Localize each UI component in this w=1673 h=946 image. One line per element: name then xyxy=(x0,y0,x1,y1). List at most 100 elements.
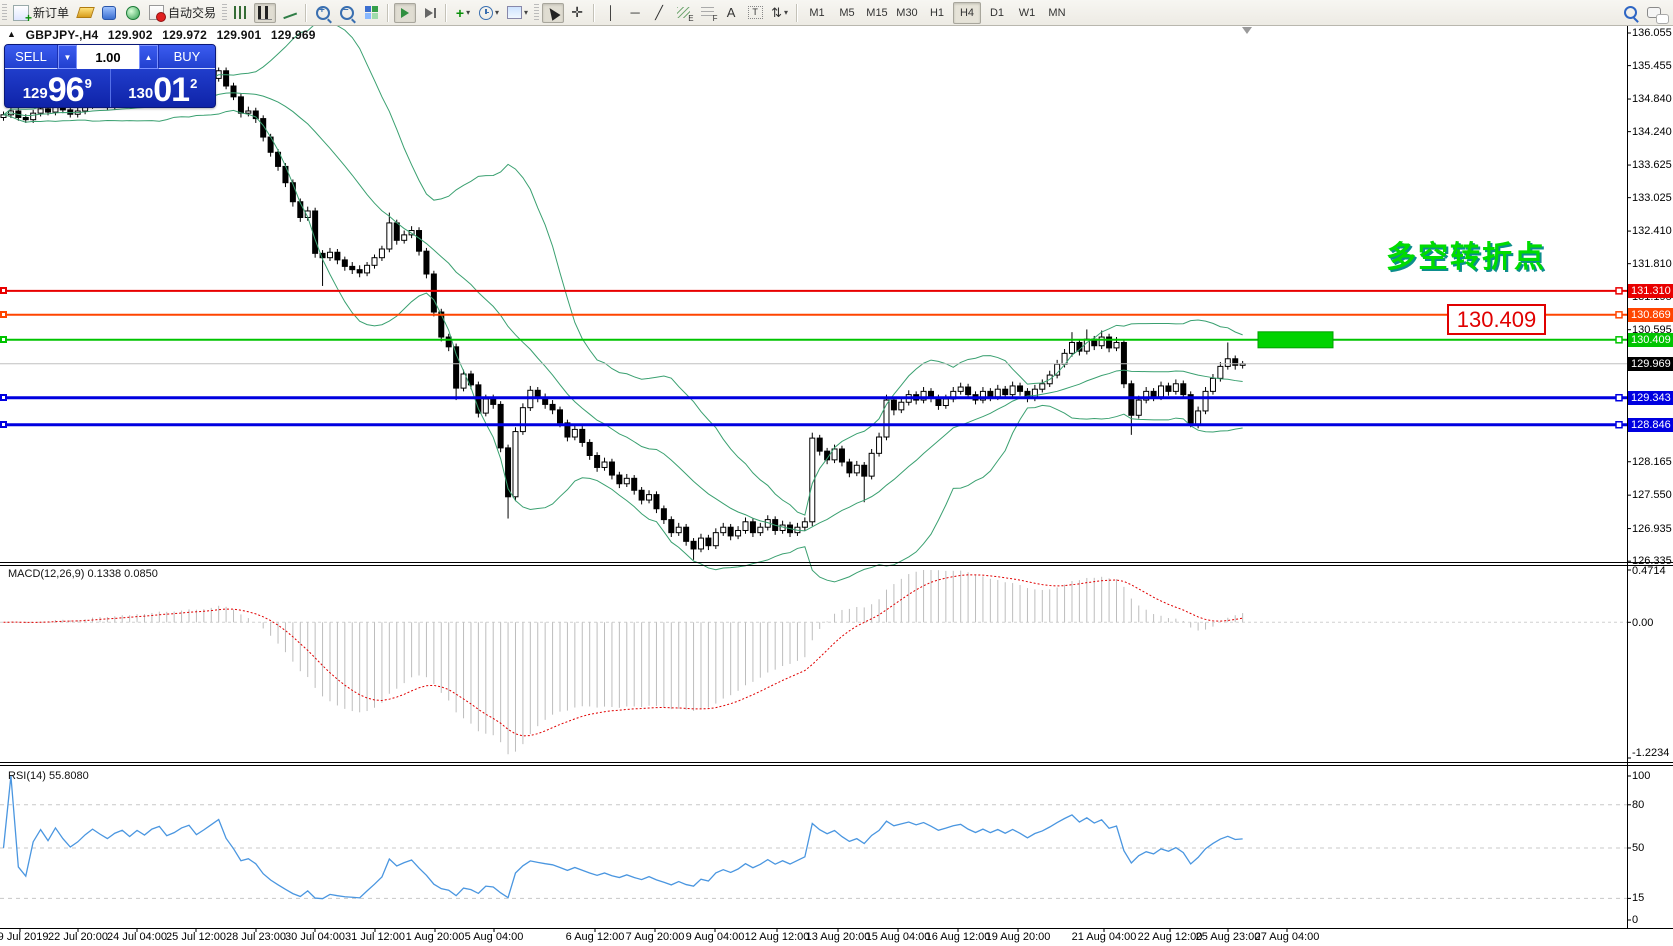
line-drag-handle[interactable] xyxy=(0,310,7,318)
chart-text-annotation[interactable]: 多空转折点 xyxy=(1386,241,1546,274)
symbol-info-line: ▲ GBPJPY-,H4 129.902 129.972 129.901 129… xyxy=(7,28,322,42)
text-button[interactable]: A xyxy=(720,3,742,23)
time-axis-label: 19 Aug 20:00 xyxy=(985,931,1051,943)
candle-body xyxy=(416,230,423,252)
chart-shift-marker-icon[interactable] xyxy=(1242,27,1252,34)
candle-body xyxy=(30,112,37,121)
cursor-icon xyxy=(545,4,561,21)
tile-windows-button[interactable] xyxy=(360,3,382,23)
timeframe-M1[interactable]: M1 xyxy=(809,6,825,19)
candle-body xyxy=(1165,385,1172,392)
trendline-button[interactable]: ╱ xyxy=(648,3,670,23)
candle-body xyxy=(230,85,237,98)
candle-body xyxy=(512,431,519,498)
candle-body xyxy=(1195,410,1202,425)
price-axis-label: 128.165 xyxy=(1632,455,1672,468)
candle-body xyxy=(697,537,704,550)
channel-button[interactable] xyxy=(672,3,694,23)
timeframe-W1[interactable]: W1 xyxy=(1018,6,1036,19)
candle-body xyxy=(1217,365,1224,379)
search-button[interactable] xyxy=(1619,3,1641,23)
candle-body xyxy=(957,386,964,392)
price-axis-label: 131.810 xyxy=(1632,257,1672,270)
candle-body xyxy=(460,373,467,389)
timeframe-H1[interactable]: H1 xyxy=(929,6,945,19)
timeframe-M30[interactable]: M30 xyxy=(896,6,918,19)
sell-price[interactable]: 129 96 9 xyxy=(5,69,111,107)
periods-button[interactable]: ▾ xyxy=(476,3,502,23)
candle-body xyxy=(326,251,333,259)
line-chart-icon xyxy=(280,5,298,20)
candle-body xyxy=(505,447,512,498)
line-drag-handle[interactable] xyxy=(0,335,7,343)
candle-body xyxy=(297,201,304,218)
time-axis-label: 1 Aug 20:00 xyxy=(405,931,465,943)
cursor-button[interactable] xyxy=(542,2,565,23)
time-axis-label: 9 Aug 04:00 xyxy=(685,931,745,943)
timeframe-M15[interactable]: M15 xyxy=(866,6,888,19)
arrows-button[interactable]: ⇅ ▾ xyxy=(768,3,791,23)
vertical-line-button[interactable]: │ xyxy=(600,3,622,23)
buy-price[interactable]: 130 01 2 xyxy=(111,69,216,107)
chat-button[interactable] xyxy=(1643,3,1669,24)
candle-body xyxy=(727,526,734,537)
auto-scroll-button[interactable] xyxy=(394,2,417,23)
candle-body xyxy=(705,537,712,547)
candle-body xyxy=(987,390,994,398)
candle-body xyxy=(898,401,905,411)
timeframe-D1[interactable]: D1 xyxy=(989,6,1005,19)
candle-body xyxy=(252,110,259,120)
candle-body xyxy=(757,526,764,534)
candle-body xyxy=(1209,377,1216,392)
signals-button[interactable] xyxy=(122,3,144,23)
timeframe-M5[interactable]: M5 xyxy=(839,6,855,19)
current-price-badge: 129.969 xyxy=(1628,356,1673,371)
candle-body xyxy=(1224,358,1231,367)
candle-body xyxy=(334,251,341,261)
toolbar-grip[interactable] xyxy=(2,3,7,22)
volume-increase-button[interactable]: ▲ xyxy=(139,45,158,69)
candle-body xyxy=(809,437,816,523)
templates-button[interactable]: ▾ xyxy=(504,3,531,23)
text-label-button[interactable]: T xyxy=(744,3,766,23)
chart-shift-button[interactable] xyxy=(418,3,440,23)
zoom-out-button[interactable] xyxy=(336,3,358,23)
horizontal-line-button[interactable]: ─ xyxy=(624,3,646,23)
new-order-button[interactable]: 新订单 xyxy=(10,3,72,25)
line-drag-handle[interactable] xyxy=(0,286,7,294)
candlestick-button[interactable] xyxy=(254,2,277,23)
buy-button[interactable]: BUY xyxy=(158,45,215,69)
volume-input[interactable]: 1.00 xyxy=(77,45,139,69)
line-end-handle xyxy=(1615,420,1623,429)
autotrading-button[interactable]: 自动交易 xyxy=(146,3,219,23)
volume-decrease-button[interactable]: ▼ xyxy=(58,45,77,69)
new-order-label: 新订单 xyxy=(33,6,70,20)
rsi-axis-label: 80 xyxy=(1632,798,1645,811)
time-axis-label: 7 Aug 20:00 xyxy=(625,931,685,943)
sell-button[interactable]: SELL xyxy=(5,45,58,69)
zoom-in-button[interactable] xyxy=(312,3,334,23)
trendline-icon: ╱ xyxy=(655,4,663,20)
symbol-name: GBPJPY-,H4 xyxy=(25,28,99,42)
market-button[interactable] xyxy=(74,3,96,23)
line-drag-handle[interactable] xyxy=(0,420,7,428)
candle-body xyxy=(801,521,808,528)
candle-body xyxy=(838,448,845,463)
timeframe-MN[interactable]: MN xyxy=(1048,6,1066,19)
bar-chart-button[interactable] xyxy=(230,3,252,23)
fibonacci-button[interactable] xyxy=(696,3,718,23)
candle-body xyxy=(1180,383,1187,396)
candle-body xyxy=(490,398,497,405)
crosshair-button[interactable]: ✛ xyxy=(566,3,588,23)
price-level-flag[interactable]: 130.409 xyxy=(1447,304,1546,335)
search-icon xyxy=(1623,6,1637,19)
candle-body xyxy=(638,489,645,501)
timeframe-H4[interactable]: H4 xyxy=(952,1,981,24)
candle-body xyxy=(646,494,653,501)
indicators-button[interactable]: + ▾ xyxy=(452,3,474,23)
candle-body xyxy=(1143,390,1150,401)
line-drag-handle[interactable] xyxy=(0,393,7,401)
line-chart-button[interactable] xyxy=(278,3,300,23)
community-button[interactable] xyxy=(98,3,120,23)
